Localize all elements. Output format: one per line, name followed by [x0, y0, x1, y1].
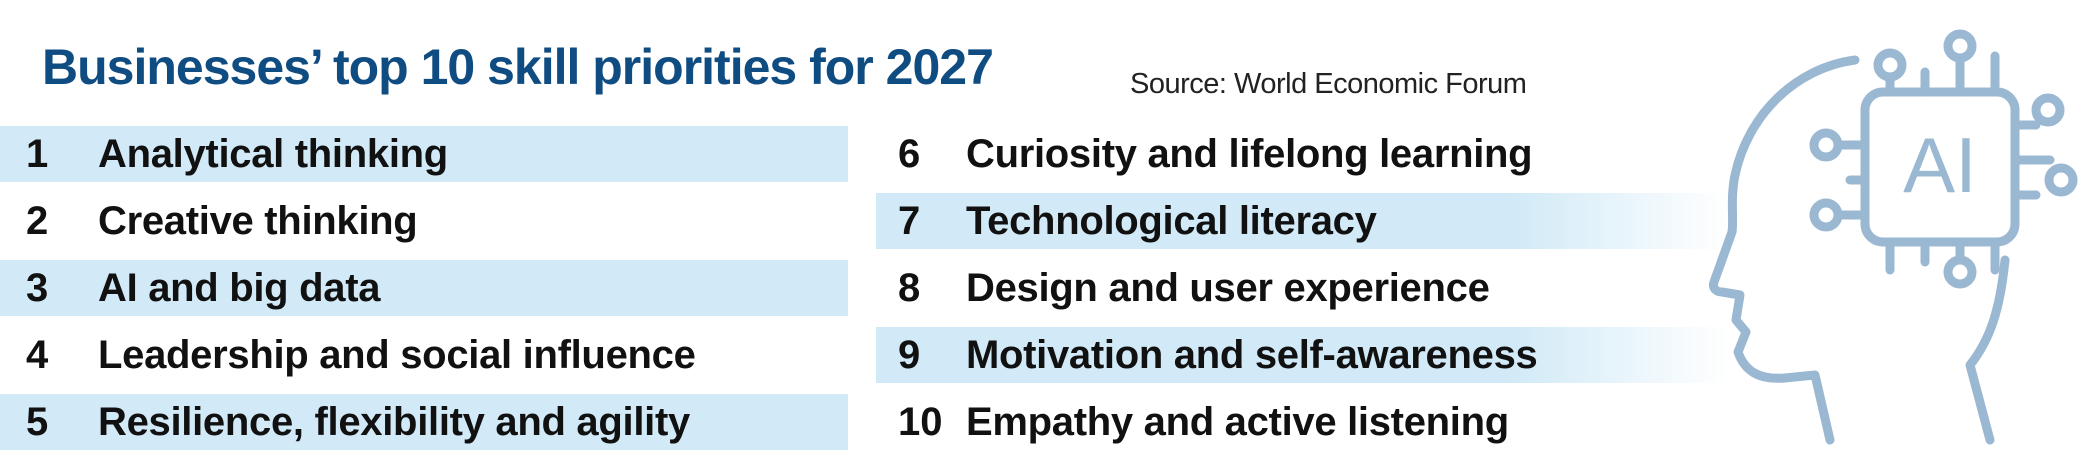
rank-number: 3: [26, 265, 49, 310]
chip-body: [1860, 87, 2020, 247]
rank-number: 1: [26, 131, 49, 176]
rank-number: 6: [898, 131, 921, 176]
list-item: 4 Leadership and social influence: [0, 327, 848, 383]
skills-list-left: 1 Analytical thinking 2 Creative thinking …: [0, 126, 848, 461]
rank-number: 8: [898, 265, 921, 310]
list-item: 6 Curiosity and lifelong learning: [876, 126, 1728, 182]
skill-label: Analytical thinking: [98, 131, 448, 176]
source-note: Source: World Economic Forum: [1130, 68, 1527, 100]
list-item: 2 Creative thinking: [0, 193, 848, 249]
skills-list-right: 6 Curiosity and lifelong learning 7 Techno…: [876, 126, 1728, 461]
ai-head-chip-icon: AI: [1709, 29, 2078, 445]
rank-number: 2: [26, 198, 49, 243]
skill-label: Resilience, flexibility and agility: [98, 399, 690, 444]
list-item: 7 Technological literacy: [876, 193, 1728, 249]
skill-label: AI and big data: [98, 265, 381, 310]
skill-label: Empathy and active listening: [966, 399, 1509, 444]
list-item: 5 Resilience, flexibility and agility: [0, 394, 848, 450]
list-item: 9 Motivation and self-awareness: [876, 327, 1728, 383]
head-back-outline: [1965, 255, 2010, 445]
skill-label: Leadership and social influence: [98, 332, 696, 377]
rank-number: 9: [898, 332, 921, 377]
skill-label: Design and user experience: [966, 265, 1490, 310]
skill-label: Curiosity and lifelong learning: [966, 131, 1533, 176]
list-item: 10 Empathy and active listening: [876, 394, 1728, 450]
rank-number: 7: [898, 198, 921, 243]
head-outline: [1709, 55, 1860, 445]
page-title: Businesses’ top 10 skill priorities for …: [42, 39, 994, 95]
list-item: 3 AI and big data: [0, 260, 848, 316]
rank-number: 5: [26, 399, 49, 444]
skill-label: Technological literacy: [966, 198, 1377, 243]
skill-label: Motivation and self-awareness: [966, 332, 1538, 377]
rank-number: 4: [26, 332, 49, 377]
list-item: 1 Analytical thinking: [0, 126, 848, 182]
rank-number: 10: [898, 399, 943, 444]
skill-label: Creative thinking: [98, 198, 418, 243]
chip-label: AI: [1903, 121, 1977, 209]
list-item: 8 Design and user experience: [876, 260, 1728, 316]
